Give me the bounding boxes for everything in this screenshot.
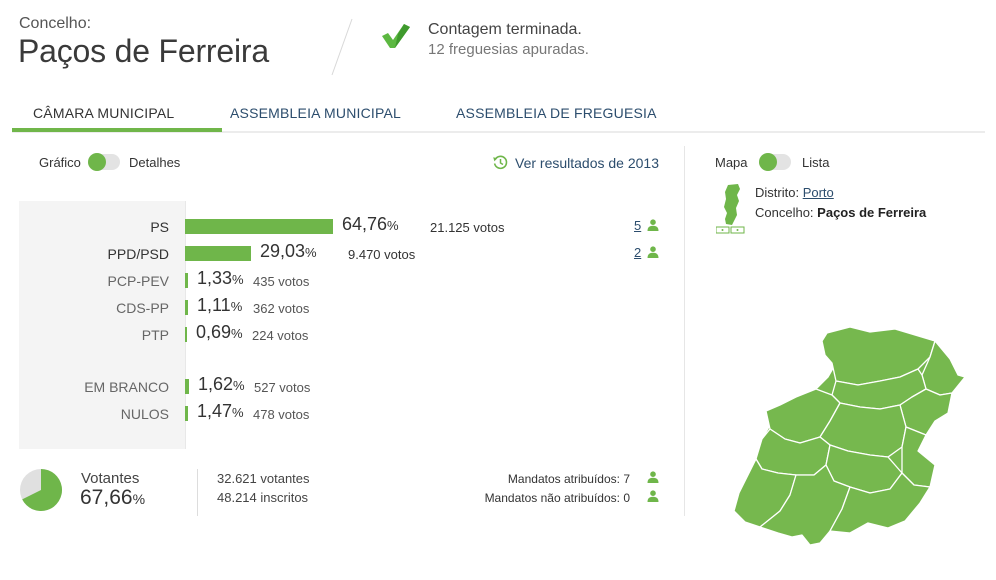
distrito-row: Distrito: Porto [755,185,834,200]
party-label: CDS-PP [116,300,169,316]
concelho-name: Paços de Ferreira [817,205,927,220]
person-icon [647,471,659,483]
status-title: Contagem terminada. [428,21,582,38]
person-icon [647,219,659,231]
page-title: Paços de Ferreira [18,33,269,69]
election-tabs: CÂMARA MUNICIPAL ASSEMBLEIA MUNICIPAL AS… [12,95,985,133]
chart-axis [185,201,186,449]
tab-camara-municipal[interactable]: CÂMARA MUNICIPAL [33,105,175,121]
person-icon [647,490,659,502]
mandatos-atribuidos: Mandatos atribuídos: 7 [507,472,630,486]
tab-assembleia-freguesia[interactable]: ASSEMBLEIA DE FREGUESIA [456,105,657,121]
previous-results-label: Ver resultados de 2013 [515,155,659,171]
result-votes: 224 votos [252,328,309,343]
header: Concelho: Paços de Ferreira Contagem ter… [0,0,996,90]
toggle-label-lista: Lista [802,155,830,170]
concelho-label: Concelho: [19,15,92,32]
result-pct: 29,03% [260,241,317,261]
concelho-row: Concelho: Paços de Ferreira [755,205,927,220]
result-votes: 9.470 votos [348,247,416,262]
result-bar [185,406,188,421]
result-votes: 478 votos [253,407,310,422]
map-toggle[interactable] [759,153,791,171]
turnout-divider [197,469,198,516]
result-pct: 1,11% [197,295,243,315]
result-votes: 435 votos [253,274,310,289]
result-votes: 21.125 votos [430,220,505,235]
checkmark-icon [382,24,410,48]
municipality-map[interactable] [730,325,970,547]
result-votes: 362 votos [253,301,310,316]
result-pct: 1,33% [197,268,244,288]
toggle-knob [759,153,777,171]
result-bar [185,246,251,261]
result-pct: 64,76% [342,214,399,234]
history-icon [493,155,508,170]
party-label: EM BRANCO [84,379,169,395]
party-label: PS [150,219,169,235]
view-toggle[interactable] [88,153,120,171]
mandatos-link[interactable]: 5 [634,218,642,233]
map-freguesia [829,472,931,534]
party-label: PTP [141,327,169,343]
chart-label-panel [19,201,185,449]
distrito-link[interactable]: Porto [802,185,834,200]
turnout-pct: 67,66% [80,486,146,509]
turnout-label: Votantes [81,470,140,487]
previous-results-link[interactable]: Ver resultados de 2013 [492,154,659,171]
map-freguesia [759,464,851,546]
result-bar [185,273,188,288]
result-bar [185,300,188,315]
result-votes: 527 votos [254,380,311,395]
inscritos-count: 48.214 inscritos [217,490,309,505]
party-label: PPD/PSD [107,246,169,262]
votantes-count: 32.621 votantes [217,471,310,486]
result-bar [185,379,189,394]
result-pct: 0,69% [196,322,243,342]
tab-assembleia-municipal[interactable]: ASSEMBLEIA MUNICIPAL [230,105,402,121]
portugal-mini-map-icon[interactable] [716,183,746,235]
status-subtitle: 12 freguesias apuradas. [428,41,589,58]
result-pct: 1,47% [197,401,244,421]
party-label: NULOS [120,406,169,422]
active-tab-indicator [12,128,222,132]
toggle-label-detalhes: Detalhes [129,155,181,170]
toggle-label-grafico: Gráfico [39,155,81,170]
toggle-knob [88,153,106,171]
divider-slash [331,18,353,76]
mandatos-nao-atribuidos: Mandatos não atribuídos: 0 [484,491,630,505]
turnout-pie [20,469,62,511]
toggle-label-mapa: Mapa [715,155,748,170]
mandatos-link[interactable]: 2 [634,245,642,260]
party-label: PCP-PEV [107,273,169,289]
panel-divider [684,146,685,516]
result-bar [185,327,187,342]
result-bar [185,219,333,234]
result-pct: 1,62% [198,374,245,394]
person-icon [647,246,659,258]
